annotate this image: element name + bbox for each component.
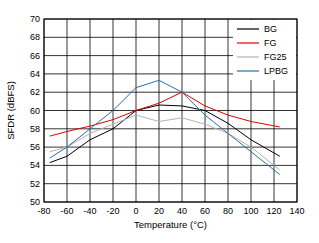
legend-label: BG: [264, 24, 277, 34]
x-tick-label: 120: [266, 206, 281, 216]
y-grid-line: [44, 110, 297, 111]
chart: -80 -60 -40 -20 0 20 40 60 80 100 120 140 50 52 54 56 58…: [0, 0, 319, 243]
y-grid-line: [44, 147, 297, 148]
x-tick-label: -40: [83, 206, 96, 216]
y-tick-label: 60: [30, 106, 40, 116]
y-tick-label: 62: [30, 87, 40, 97]
series-line: [50, 80, 280, 174]
x-tick-label: 100: [243, 206, 258, 216]
x-tick-label: 40: [177, 206, 187, 216]
legend: BG FG FG25 LPBG: [233, 20, 296, 80]
x-tick-label: 60: [200, 206, 210, 216]
legend-label: FG25: [264, 52, 287, 62]
y-axis-label: SFDR (dBFS): [5, 81, 16, 140]
legend-swatch: [237, 70, 259, 71]
x-tick-label: 0: [133, 206, 138, 216]
legend-swatch: [237, 28, 259, 29]
y-grid-line: [44, 165, 297, 166]
y-tick-label: 56: [30, 142, 40, 152]
series-line: [50, 115, 280, 170]
y-tick-label: 52: [30, 179, 40, 189]
y-tick-label: 58: [30, 124, 40, 134]
series-line: [50, 92, 280, 136]
x-tick-label: 80: [223, 206, 233, 216]
legend-label: FG: [264, 38, 277, 48]
legend-label: LPBG: [264, 66, 288, 76]
y-tick-label: 50: [30, 197, 40, 207]
legend-box: [233, 20, 296, 80]
y-grid-line: [44, 183, 297, 184]
plot-area: [44, 19, 297, 202]
y-tick-label: 66: [30, 51, 40, 61]
plot-frame: [44, 19, 297, 202]
y-tick-label: 68: [30, 32, 40, 42]
y-tick-label: 70: [30, 14, 40, 24]
x-axis-label: Temperature (°C): [134, 219, 207, 230]
y-tick-label: 54: [30, 160, 40, 170]
x-tick-label: -20: [106, 206, 119, 216]
x-tick-label: -80: [37, 206, 50, 216]
x-tick-label: 140: [289, 206, 304, 216]
legend-swatch: [237, 56, 259, 57]
x-tick-label: -60: [60, 206, 73, 216]
x-tick-label: 20: [154, 206, 164, 216]
legend-swatch: [237, 42, 259, 43]
y-tick-label: 64: [30, 69, 40, 79]
y-grid-line: [44, 92, 297, 93]
series-group: [50, 80, 280, 174]
